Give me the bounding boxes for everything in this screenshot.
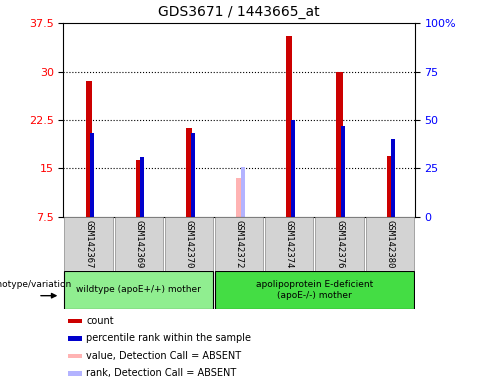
FancyBboxPatch shape <box>165 217 213 271</box>
Text: GSM142372: GSM142372 <box>235 220 244 268</box>
Bar <box>67 371 82 376</box>
Text: genotype/variation: genotype/variation <box>0 280 72 289</box>
Text: GSM142376: GSM142376 <box>335 220 344 268</box>
Bar <box>291 120 295 217</box>
Bar <box>337 71 343 217</box>
FancyBboxPatch shape <box>265 217 313 271</box>
Bar <box>241 167 245 217</box>
Bar <box>136 160 142 217</box>
Bar <box>90 133 94 217</box>
Text: rank, Detection Call = ABSENT: rank, Detection Call = ABSENT <box>86 368 237 379</box>
Bar <box>341 126 345 217</box>
Bar <box>386 156 393 217</box>
Bar <box>186 128 192 217</box>
Bar <box>67 354 82 358</box>
Bar <box>67 336 82 341</box>
Text: value, Detection Call = ABSENT: value, Detection Call = ABSENT <box>86 351 242 361</box>
Text: GSM142380: GSM142380 <box>385 220 394 268</box>
Text: apolipoprotein E-deficient
(apoE-/-) mother: apolipoprotein E-deficient (apoE-/-) mot… <box>256 280 373 300</box>
Bar <box>141 157 144 217</box>
FancyBboxPatch shape <box>215 271 414 309</box>
Bar <box>67 319 82 323</box>
Bar <box>286 36 292 217</box>
Text: count: count <box>86 316 114 326</box>
Text: GSM142367: GSM142367 <box>84 220 93 268</box>
Bar <box>190 133 195 217</box>
FancyBboxPatch shape <box>64 217 113 271</box>
Bar <box>391 139 395 217</box>
Bar <box>236 178 242 217</box>
Text: GSM142374: GSM142374 <box>285 220 294 268</box>
FancyBboxPatch shape <box>315 217 364 271</box>
FancyBboxPatch shape <box>115 217 163 271</box>
FancyBboxPatch shape <box>366 217 414 271</box>
Text: percentile rank within the sample: percentile rank within the sample <box>86 333 251 344</box>
FancyBboxPatch shape <box>215 217 263 271</box>
Text: GSM142369: GSM142369 <box>134 220 143 268</box>
Bar <box>85 81 92 217</box>
FancyBboxPatch shape <box>64 271 213 309</box>
Text: GSM142370: GSM142370 <box>184 220 193 268</box>
Title: GDS3671 / 1443665_at: GDS3671 / 1443665_at <box>158 5 320 19</box>
Text: wildtype (apoE+/+) mother: wildtype (apoE+/+) mother <box>76 285 201 295</box>
